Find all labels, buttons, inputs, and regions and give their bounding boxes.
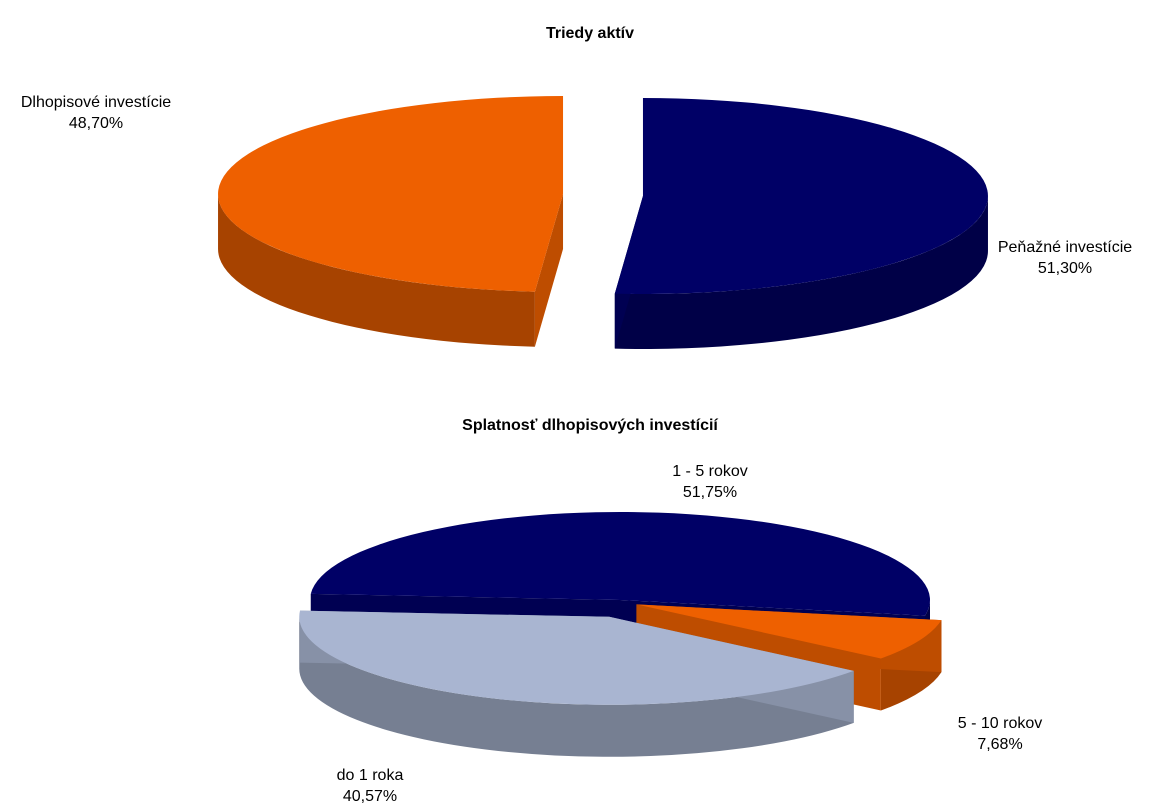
- chart-title: Splatnosť dlhopisových investícií: [462, 417, 718, 434]
- slice-edge: [534, 194, 564, 347]
- slice-label: Peňažné investície: [998, 239, 1132, 256]
- slice-value-label: 40,57%: [343, 788, 397, 805]
- slice-top: [636, 604, 942, 659]
- slice-label: 1 - 5 rokov: [672, 463, 748, 480]
- slice-label: do 1 roka: [337, 767, 404, 784]
- slice-top: [310, 511, 931, 616]
- slice-label: 5 - 10 rokov: [958, 715, 1042, 732]
- slice-side: [614, 195, 988, 349]
- slice-top: [218, 96, 564, 292]
- pie-slice: [299, 610, 854, 757]
- slice-label: Dlhopisové investície: [21, 94, 171, 111]
- slice-value-label: 7,68%: [977, 736, 1022, 753]
- pie-slice: [218, 96, 564, 347]
- slice-top: [614, 97, 988, 294]
- slice-top: [299, 610, 854, 705]
- slice-value-label: 48,70%: [69, 115, 123, 132]
- slice-side: [299, 616, 854, 757]
- slice-value-label: 51,75%: [683, 484, 737, 501]
- slice-value-label: 51,30%: [1038, 260, 1092, 277]
- pie-slice: [614, 97, 988, 349]
- chart-title: Triedy aktív: [546, 25, 634, 42]
- slice-side: [218, 194, 535, 347]
